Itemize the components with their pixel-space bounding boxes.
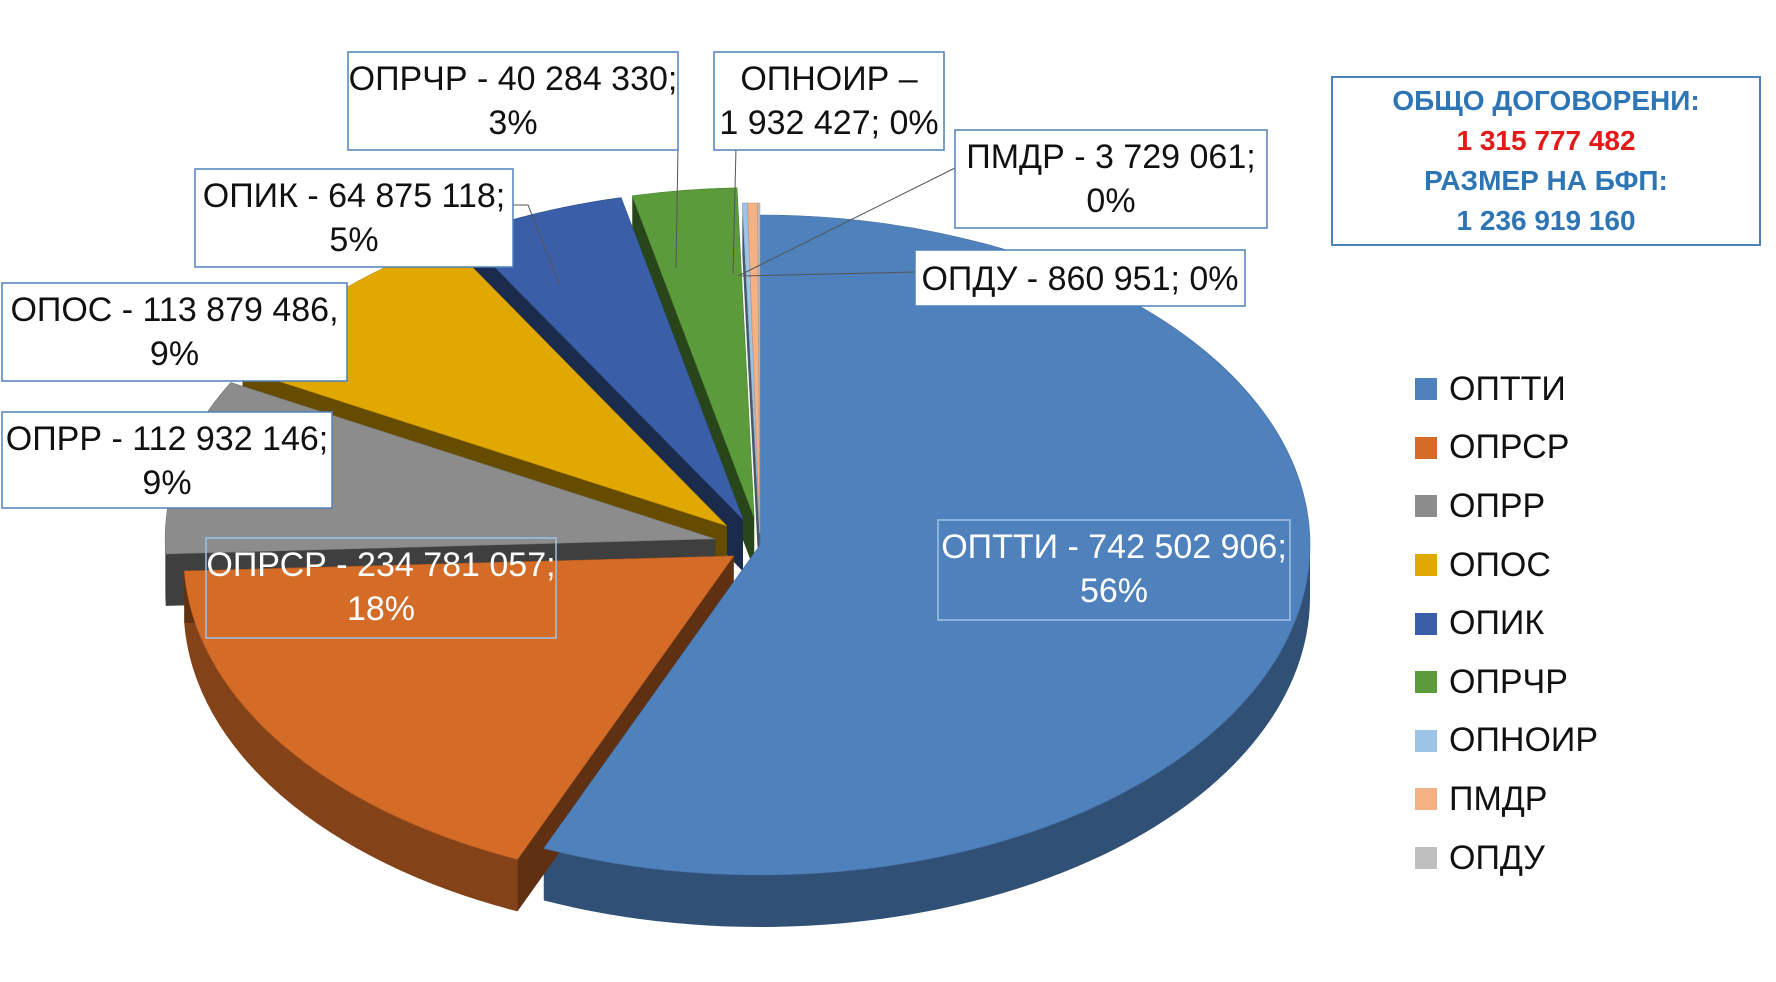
legend-item-ПМДР: ПМДР	[1415, 770, 1598, 829]
leader-line-ОПДУ	[741, 271, 916, 277]
data-label-box	[914, 249, 1246, 307]
data-label-ОПТТИ: ОПТТИ - 742 502 906; 56%	[937, 519, 1291, 621]
slice-side-2	[165, 538, 166, 606]
leader-line-ПМДР	[737, 167, 956, 277]
data-label-box	[954, 129, 1268, 229]
data-label-box	[194, 168, 514, 268]
legend-label: ОПРЧР	[1449, 662, 1568, 701]
legend-label: ОПИК	[1449, 604, 1545, 643]
legend: ОПТТИ ОПРСР ОПРР ОПОС ОПИК ОПРЧР ОПНОИР ПМДР ОПД…	[1415, 360, 1598, 887]
legend-swatch	[1415, 671, 1437, 694]
data-label-box	[1, 282, 348, 382]
data-label-text: 3%	[488, 104, 537, 142]
data-label-text: ОПТТИ - 742 502 906;	[941, 528, 1287, 566]
data-label-text: ОПНОИР –	[740, 60, 917, 98]
data-label-box	[713, 51, 945, 151]
legend-swatch	[1415, 612, 1437, 635]
data-label-ОПИК: ОПИК - 64 875 118; 5%	[194, 168, 514, 268]
totals-box: ОБЩО ДОГОВОРЕНИ: 1 315 777 482 РАЗМЕР НА…	[1331, 76, 1761, 246]
leader-line-ОПРЧР	[675, 147, 679, 269]
legend-item-ОПТТИ: ОПТТИ	[1415, 360, 1598, 419]
data-label-text: ОПДУ - 860 951; 0%	[921, 260, 1238, 298]
legend-label: ОПОС	[1449, 545, 1551, 584]
legend-swatch	[1415, 788, 1437, 811]
slice-ОПДУ	[757, 202, 761, 534]
data-label-text: 5%	[329, 221, 378, 259]
legend-label: ОПТТИ	[1449, 369, 1566, 408]
legend-swatch	[1415, 436, 1437, 459]
data-label-ОПОС: ОПОС - 113 879 486, 9%	[1, 282, 348, 382]
slice-cut-6-0	[742, 203, 760, 586]
legend-item-ОПРЧР: ОПРЧР	[1415, 653, 1598, 712]
pie-tops	[164, 187, 1311, 876]
total-contracted-label: ОБЩО ДОГОВОРЕНИ:	[1392, 85, 1700, 116]
data-label-ОПРСР: ОПРСР - 234 781 057; 18%	[205, 537, 557, 639]
data-label-text: ОПОС - 113 879 486,	[10, 291, 338, 329]
legend-item-ОПДУ: ОПДУ	[1415, 829, 1598, 888]
data-label-ОПНОИР: ОПНОИР – 1 932 427; 0%	[713, 51, 945, 151]
data-label-ОПРЧР: ОПРЧР - 40 284 330; 3%	[347, 51, 679, 151]
legend-swatch	[1415, 554, 1437, 577]
data-label-text: ОПРР - 112 932 146;	[6, 420, 328, 458]
leader-line-ОПИК	[513, 204, 561, 287]
legend-item-ОПРР: ОПРР	[1415, 477, 1598, 536]
legend-swatch	[1415, 495, 1437, 518]
data-label-text: 0%	[1086, 182, 1135, 220]
data-label-text: 9%	[150, 335, 199, 373]
leader-line-ОПНОИР	[732, 147, 737, 275]
grant-size-value: 1 236 919 160	[1456, 205, 1636, 236]
data-labels: ОПТТИ - 742 502 906; 56% ОПРСР - 234 781 0…	[1, 51, 1291, 639]
legend-swatch	[1415, 378, 1437, 401]
data-label-ПМДР: ПМДР - 3 729 061; 0%	[954, 129, 1268, 229]
legend-item-ОПИК: ОПИК	[1415, 594, 1598, 653]
legend-label: ОПРСР	[1449, 428, 1570, 467]
data-label-text: ОПРЧР - 40 284 330;	[349, 60, 678, 98]
slice-side-0	[543, 545, 1311, 927]
data-label-box	[937, 519, 1291, 621]
legend-label: ОПНОИР	[1449, 721, 1598, 760]
legend-label: ОПРР	[1449, 486, 1546, 525]
data-label-text: ПМДР - 3 729 061;	[966, 138, 1255, 176]
data-label-box	[347, 51, 679, 151]
data-label-box	[1, 411, 333, 509]
slice-side-1	[184, 570, 518, 912]
data-label-text: 9%	[142, 464, 191, 502]
data-label-text: 56%	[1080, 572, 1148, 610]
legend-item-ОПОС: ОПОС	[1415, 536, 1598, 595]
legend-label: ОПДУ	[1449, 838, 1545, 877]
grant-size-label: РАЗМЕР НА БФП:	[1424, 165, 1668, 196]
slice-ОПРСР	[183, 555, 735, 860]
data-label-text: 1 932 427; 0%	[719, 104, 938, 142]
legend-item-ОПНОИР: ОПНОИР	[1415, 712, 1598, 771]
legend-item-ОПРСР: ОПРСР	[1415, 419, 1598, 478]
leader-lines	[513, 147, 956, 287]
legend-swatch	[1415, 847, 1437, 870]
legend-label: ПМДР	[1449, 779, 1548, 818]
data-label-text: ОПРСР - 234 781 057;	[206, 546, 555, 584]
data-label-box	[205, 537, 557, 639]
legend-swatch	[1415, 729, 1437, 752]
data-label-text: ОПИК - 64 875 118;	[203, 177, 505, 215]
total-contracted-value: 1 315 777 482	[1456, 125, 1636, 156]
slice-ОПРЧР	[631, 187, 755, 518]
data-label-text: 18%	[347, 590, 415, 628]
data-label-ОПРР: ОПРР - 112 932 146; 9%	[1, 411, 333, 509]
data-label-ОПДУ: ОПДУ - 860 951; 0%	[914, 249, 1246, 307]
